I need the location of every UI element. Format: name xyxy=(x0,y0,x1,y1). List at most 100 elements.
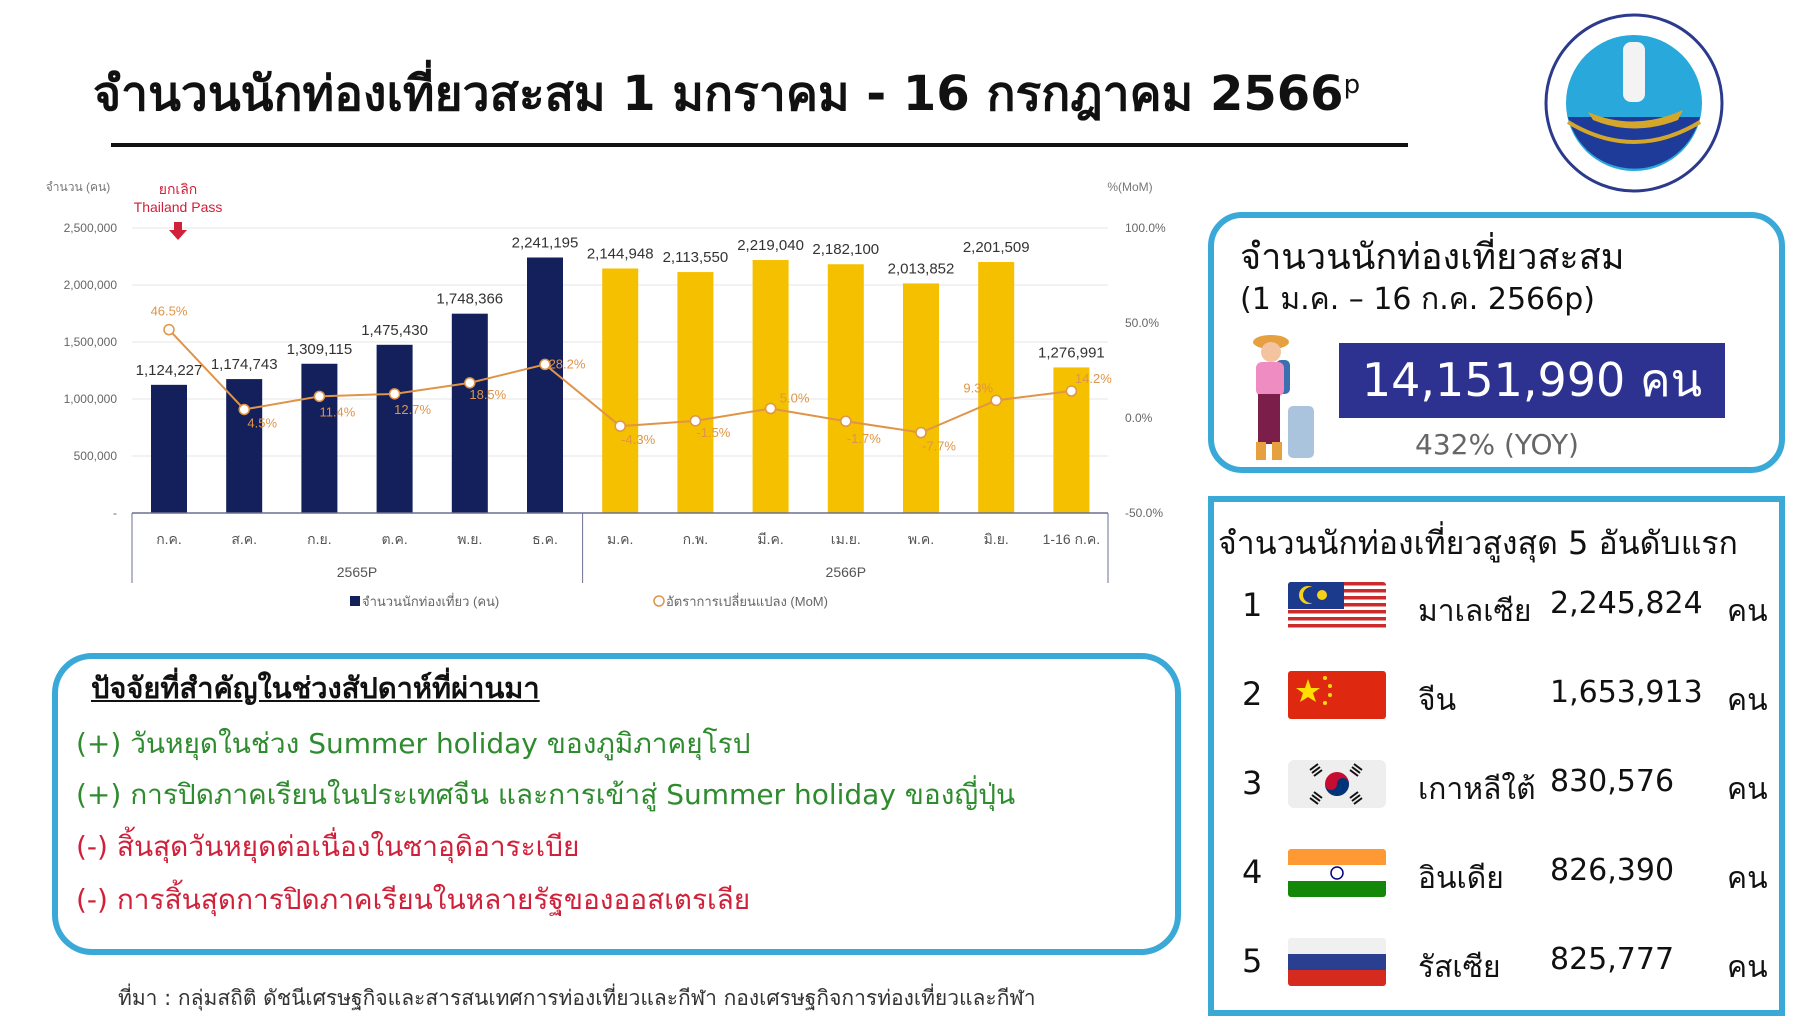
mom-label: 14.2% xyxy=(1075,371,1112,386)
mom-point xyxy=(915,426,927,439)
y2-tick-label: 0.0% xyxy=(1125,411,1153,425)
bar-value-label: 2,201,509 xyxy=(963,239,1030,256)
mom-point xyxy=(764,402,777,415)
tourist-count: 2,245,824 xyxy=(1550,586,1703,621)
legend-bar-label: จำนวนนักท่องเที่ยว (คน) xyxy=(362,593,499,609)
rank-number: 5 xyxy=(1242,942,1263,980)
top5-row: 1 มาเลเซีย 2,245,824 คน xyxy=(1214,578,1779,638)
bar-value-label: 2,144,948 xyxy=(587,245,654,262)
y-tick-label: 2,000,000 xyxy=(64,278,118,292)
unit-label: คน xyxy=(1727,861,1768,896)
mom-point xyxy=(539,358,551,371)
bar xyxy=(151,384,187,513)
x-tick-label: มี.ค. xyxy=(757,531,783,547)
bar-value-label: 2,219,040 xyxy=(737,237,804,254)
mom-label: 18.5% xyxy=(469,387,506,402)
mom-point xyxy=(238,403,250,416)
negative-factor: (-) สิ้นสุดวันหยุดต่อเนื่องในซาอุดิอาระเ… xyxy=(76,830,580,863)
mom-label: 9.3% xyxy=(963,380,993,395)
country-name: มาเลเซีย xyxy=(1418,594,1532,629)
bar-value-label: 1,475,430 xyxy=(361,322,428,339)
bar xyxy=(226,379,263,513)
x-tick-label: พ.ค. xyxy=(908,531,934,547)
bar-value-label: 2,241,195 xyxy=(512,235,579,252)
down-arrow-icon xyxy=(169,222,187,240)
tourist-count: 830,576 xyxy=(1550,764,1675,799)
mom-point xyxy=(388,388,401,400)
bar xyxy=(602,268,639,513)
bar-value-label: 2,182,100 xyxy=(812,241,879,258)
tourists-chart: - 500,000 1,000,000 1,500,000 2,000,000 2,500… xyxy=(46,180,1166,609)
mom-point xyxy=(313,390,326,403)
x-tick-label: ก.ค. xyxy=(156,531,182,547)
mom-point xyxy=(163,323,175,336)
tourist-count: 826,390 xyxy=(1550,853,1675,888)
summary-period: (1 ม.ค. – 16 ก.ค. 2566p) xyxy=(1240,282,1595,317)
china-flag-icon xyxy=(1288,671,1386,719)
factors-card xyxy=(52,653,1181,955)
india-flag-icon xyxy=(1288,849,1386,897)
bar xyxy=(677,272,714,513)
annotation-text: ยกเลิก xyxy=(159,181,198,197)
y-tick-label: - xyxy=(113,506,117,520)
mom-point xyxy=(464,377,476,389)
legend-line-swatch xyxy=(653,595,665,607)
group-label: 2566P xyxy=(826,564,866,580)
mom-label: 4.5% xyxy=(247,415,277,430)
total-tourists-value: 14,151,990 คน xyxy=(1339,343,1725,418)
y-tick-label: 2,500,000 xyxy=(64,221,118,235)
y2-axis-title: %(MoM) xyxy=(1107,180,1152,194)
mom-label: 5.0% xyxy=(780,391,810,406)
bar xyxy=(301,363,338,513)
positive-factor: (+) วันหยุดในช่วง Summer holiday ของภูมิ… xyxy=(76,727,751,760)
x-tick-label: ธ.ค. xyxy=(532,531,558,547)
y-tick-label: 1,000,000 xyxy=(64,392,118,406)
x-tick-label: ต.ค. xyxy=(381,531,407,547)
unit-label: คน xyxy=(1727,683,1768,718)
title-underline xyxy=(111,143,1408,147)
x-tick-label: ส.ค. xyxy=(231,531,257,547)
bar-value-label: 1,124,227 xyxy=(136,362,203,379)
bar xyxy=(527,257,563,513)
bar xyxy=(827,264,864,513)
country-name: เกาหลีใต้ xyxy=(1418,772,1536,807)
malaysia-flag-icon xyxy=(1288,582,1386,630)
positive-factor: (+) การปิดภาคเรียนในประเทศจีน และการเข้า… xyxy=(76,778,1016,811)
south-korea-flag-icon xyxy=(1288,760,1386,808)
x-tick-label: พ.ย. xyxy=(457,531,482,547)
bar xyxy=(376,344,413,513)
country-name: รัสเซีย xyxy=(1418,950,1501,985)
mom-label: -1.7% xyxy=(847,431,881,446)
mom-point xyxy=(1065,385,1078,397)
x-tick-label: เม.ย. xyxy=(831,531,861,547)
top5-title: จำนวนนักท่องเที่ยวสูงสุด 5 อันดับแรก xyxy=(1218,524,1738,562)
legend-bar-swatch xyxy=(350,596,360,606)
ministry-logo xyxy=(1544,13,1724,193)
x-tick-label: ก.ย. xyxy=(307,531,331,547)
country-name: จีน xyxy=(1418,683,1457,718)
country-name: อินเดีย xyxy=(1418,861,1504,896)
y-axis-title: จำนวน (คน) xyxy=(46,180,110,194)
bar-value-label: 1,309,115 xyxy=(287,341,353,358)
top5-row: 4 อินเดีย 826,390 คน xyxy=(1214,845,1779,905)
mom-point xyxy=(990,394,1002,407)
mom-label: -1.5% xyxy=(696,425,730,440)
mom-label: 11.4% xyxy=(319,404,355,419)
mom-label: 46.5% xyxy=(151,304,188,319)
annotation-text: Thailand Pass xyxy=(134,199,223,215)
top5-row: 5 รัสเซีย 825,777 คน xyxy=(1214,934,1779,994)
top5-row: 3 เกาหลีใต้ 830,576 คน xyxy=(1214,756,1779,816)
unit-label: คน xyxy=(1727,594,1768,629)
group-label: 2565P xyxy=(337,564,377,580)
tourist-count: 1,653,913 xyxy=(1550,675,1703,710)
mom-point xyxy=(689,415,702,427)
mom-point xyxy=(840,415,852,427)
factors-heading: ปัจจัยที่สำคัญในช่วงสัปดาห์ที่ผ่านมา xyxy=(91,671,540,705)
mom-label: 12.7% xyxy=(394,402,431,417)
bar xyxy=(903,283,939,513)
summary-title: จำนวนนักท่องเที่ยวสะสม xyxy=(1240,237,1625,278)
x-tick-label: ก.พ. xyxy=(683,531,708,547)
y-tick-label: 500,000 xyxy=(74,449,118,463)
mom-label: 28.2% xyxy=(549,356,586,371)
bar-value-label: 1,748,366 xyxy=(436,291,503,308)
